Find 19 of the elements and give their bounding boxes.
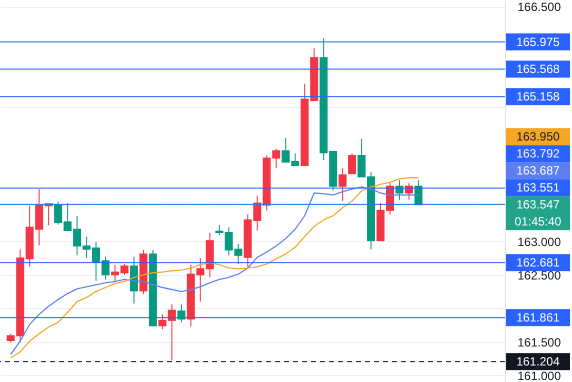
y-tick-label: 162.500 bbox=[518, 268, 562, 282]
y-tick-label: 161.000 bbox=[518, 368, 562, 382]
ref-line-label: 165.158 bbox=[516, 90, 560, 104]
y-tick-label: 166.500 bbox=[518, 0, 562, 14]
y-tick-label: 163.000 bbox=[518, 234, 562, 249]
ref-line-label: 161.204 bbox=[516, 354, 560, 369]
y-tick-label: 161.500 bbox=[518, 335, 562, 350]
text: 163.950 bbox=[516, 130, 560, 144]
ref-line-label: 163.551 bbox=[516, 180, 560, 195]
ref-line-label: 163.792 bbox=[516, 146, 560, 161]
text: 163.687 bbox=[516, 164, 560, 178]
ref-line-label: 165.568 bbox=[516, 62, 560, 76]
candlestick bbox=[177, 304, 186, 323]
ref-line-label: 162.681 bbox=[516, 256, 560, 270]
ref-line-label: 165.975 bbox=[516, 34, 560, 49]
candlestick bbox=[348, 152, 356, 174]
ref-line-label: 163.547 01:45:40 bbox=[514, 198, 562, 229]
ref-line-label: 161.861 bbox=[516, 310, 560, 325]
candlestick bbox=[338, 168, 347, 202]
